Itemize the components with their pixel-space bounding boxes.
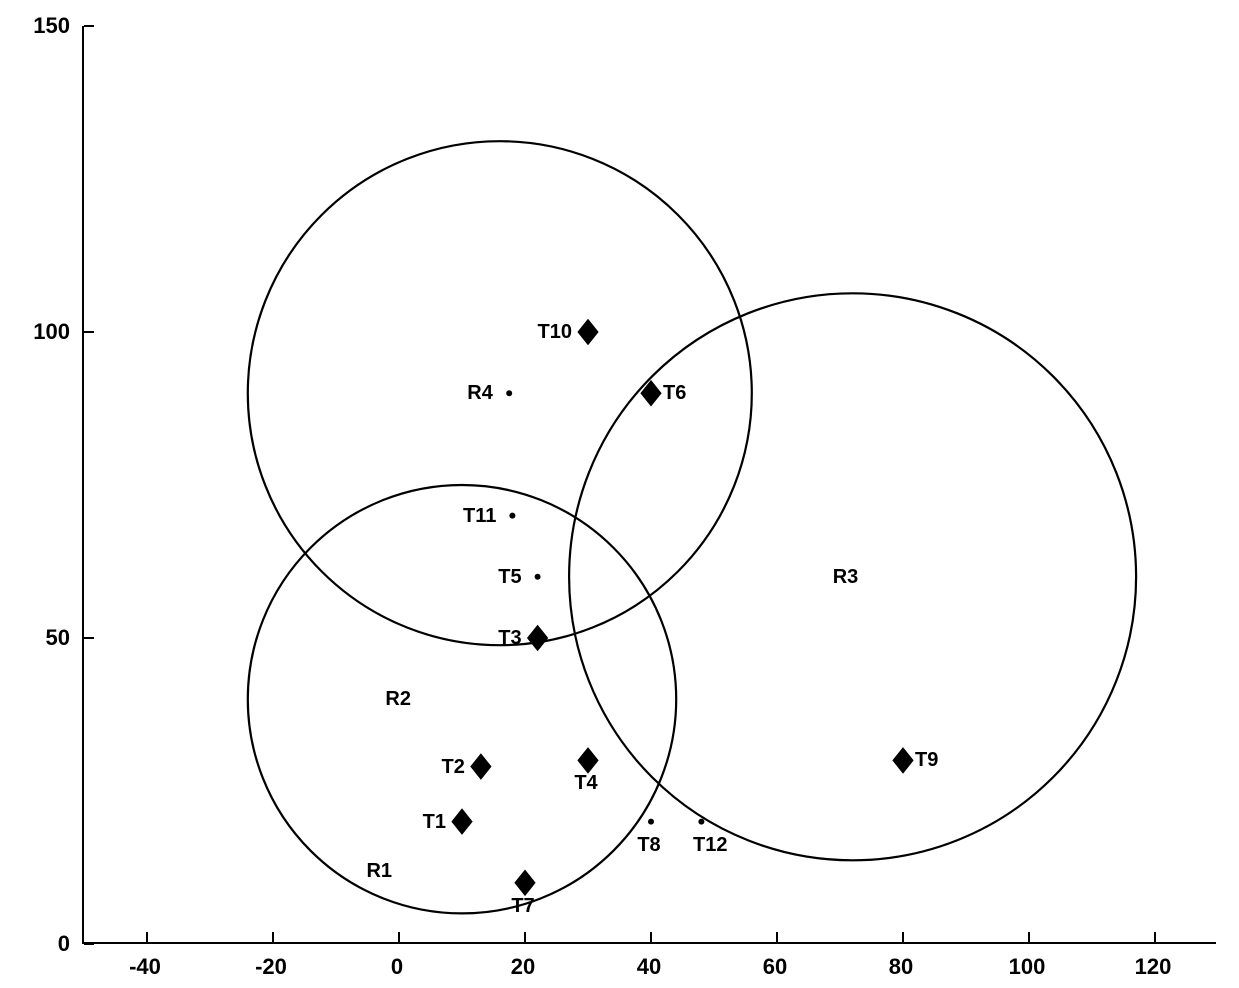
x-tick: [902, 932, 904, 942]
t-label: T6: [663, 382, 686, 405]
x-tick: [776, 932, 778, 942]
x-tick-label: 0: [391, 954, 403, 980]
r-dot: [506, 390, 512, 396]
plot-area: [82, 26, 1216, 944]
y-tick: [84, 637, 94, 639]
x-tick-label: 120: [1135, 954, 1172, 980]
x-tick-label: 40: [637, 954, 661, 980]
y-tick-label: 0: [58, 931, 70, 957]
x-tick: [650, 932, 652, 942]
t-label: T4: [574, 772, 597, 795]
t-marker: [515, 870, 535, 895]
t-marker: [471, 754, 491, 779]
t-marker: [893, 748, 913, 773]
y-tick: [84, 331, 94, 333]
x-tick-label: 100: [1009, 954, 1046, 980]
t-label: T5: [498, 566, 521, 589]
y-tick-label: 50: [46, 625, 70, 651]
plot-svg: [84, 26, 1218, 944]
x-tick-label: -20: [255, 954, 287, 980]
r-label: R3: [833, 566, 859, 589]
t-marker: [535, 574, 541, 580]
r-label: R4: [467, 382, 493, 405]
t-label: T8: [637, 834, 660, 857]
t-marker: [698, 819, 704, 825]
x-tick: [1028, 932, 1030, 942]
x-tick: [398, 932, 400, 942]
x-tick: [524, 932, 526, 942]
t-label: T12: [693, 834, 727, 857]
t-marker: [578, 748, 598, 773]
y-tick-label: 150: [33, 13, 70, 39]
y-tick-label: 100: [33, 319, 70, 345]
x-tick-label: 80: [889, 954, 913, 980]
t-label: T11: [463, 505, 496, 528]
y-tick: [84, 943, 94, 945]
t-marker: [648, 819, 654, 825]
x-tick-label: -40: [129, 954, 161, 980]
r-label: R1: [366, 860, 392, 883]
t-label: T10: [538, 321, 572, 344]
x-tick-label: 60: [763, 954, 787, 980]
x-tick: [146, 932, 148, 942]
r-label: R2: [385, 688, 411, 711]
t-label: T3: [498, 627, 521, 650]
y-tick: [84, 25, 94, 27]
x-tick: [1154, 932, 1156, 942]
t-marker: [509, 513, 515, 519]
t-marker: [452, 809, 472, 834]
x-tick-label: 20: [511, 954, 535, 980]
chart-container: 0 50 100 150 -40 -20 0 20 40 60 80 100 120 T1 T2 T3 T4…: [0, 0, 1239, 988]
t-label: T9: [915, 749, 938, 772]
t-label: T1: [423, 811, 446, 834]
t-label: T2: [442, 756, 465, 779]
x-tick: [272, 932, 274, 942]
range-circle: [248, 485, 676, 913]
t-label: T7: [511, 895, 534, 918]
t-marker: [578, 320, 598, 345]
t-marker: [528, 626, 548, 651]
